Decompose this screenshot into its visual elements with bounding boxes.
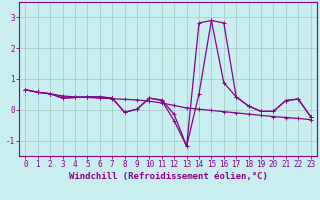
X-axis label: Windchill (Refroidissement éolien,°C): Windchill (Refroidissement éolien,°C) (68, 172, 268, 181)
